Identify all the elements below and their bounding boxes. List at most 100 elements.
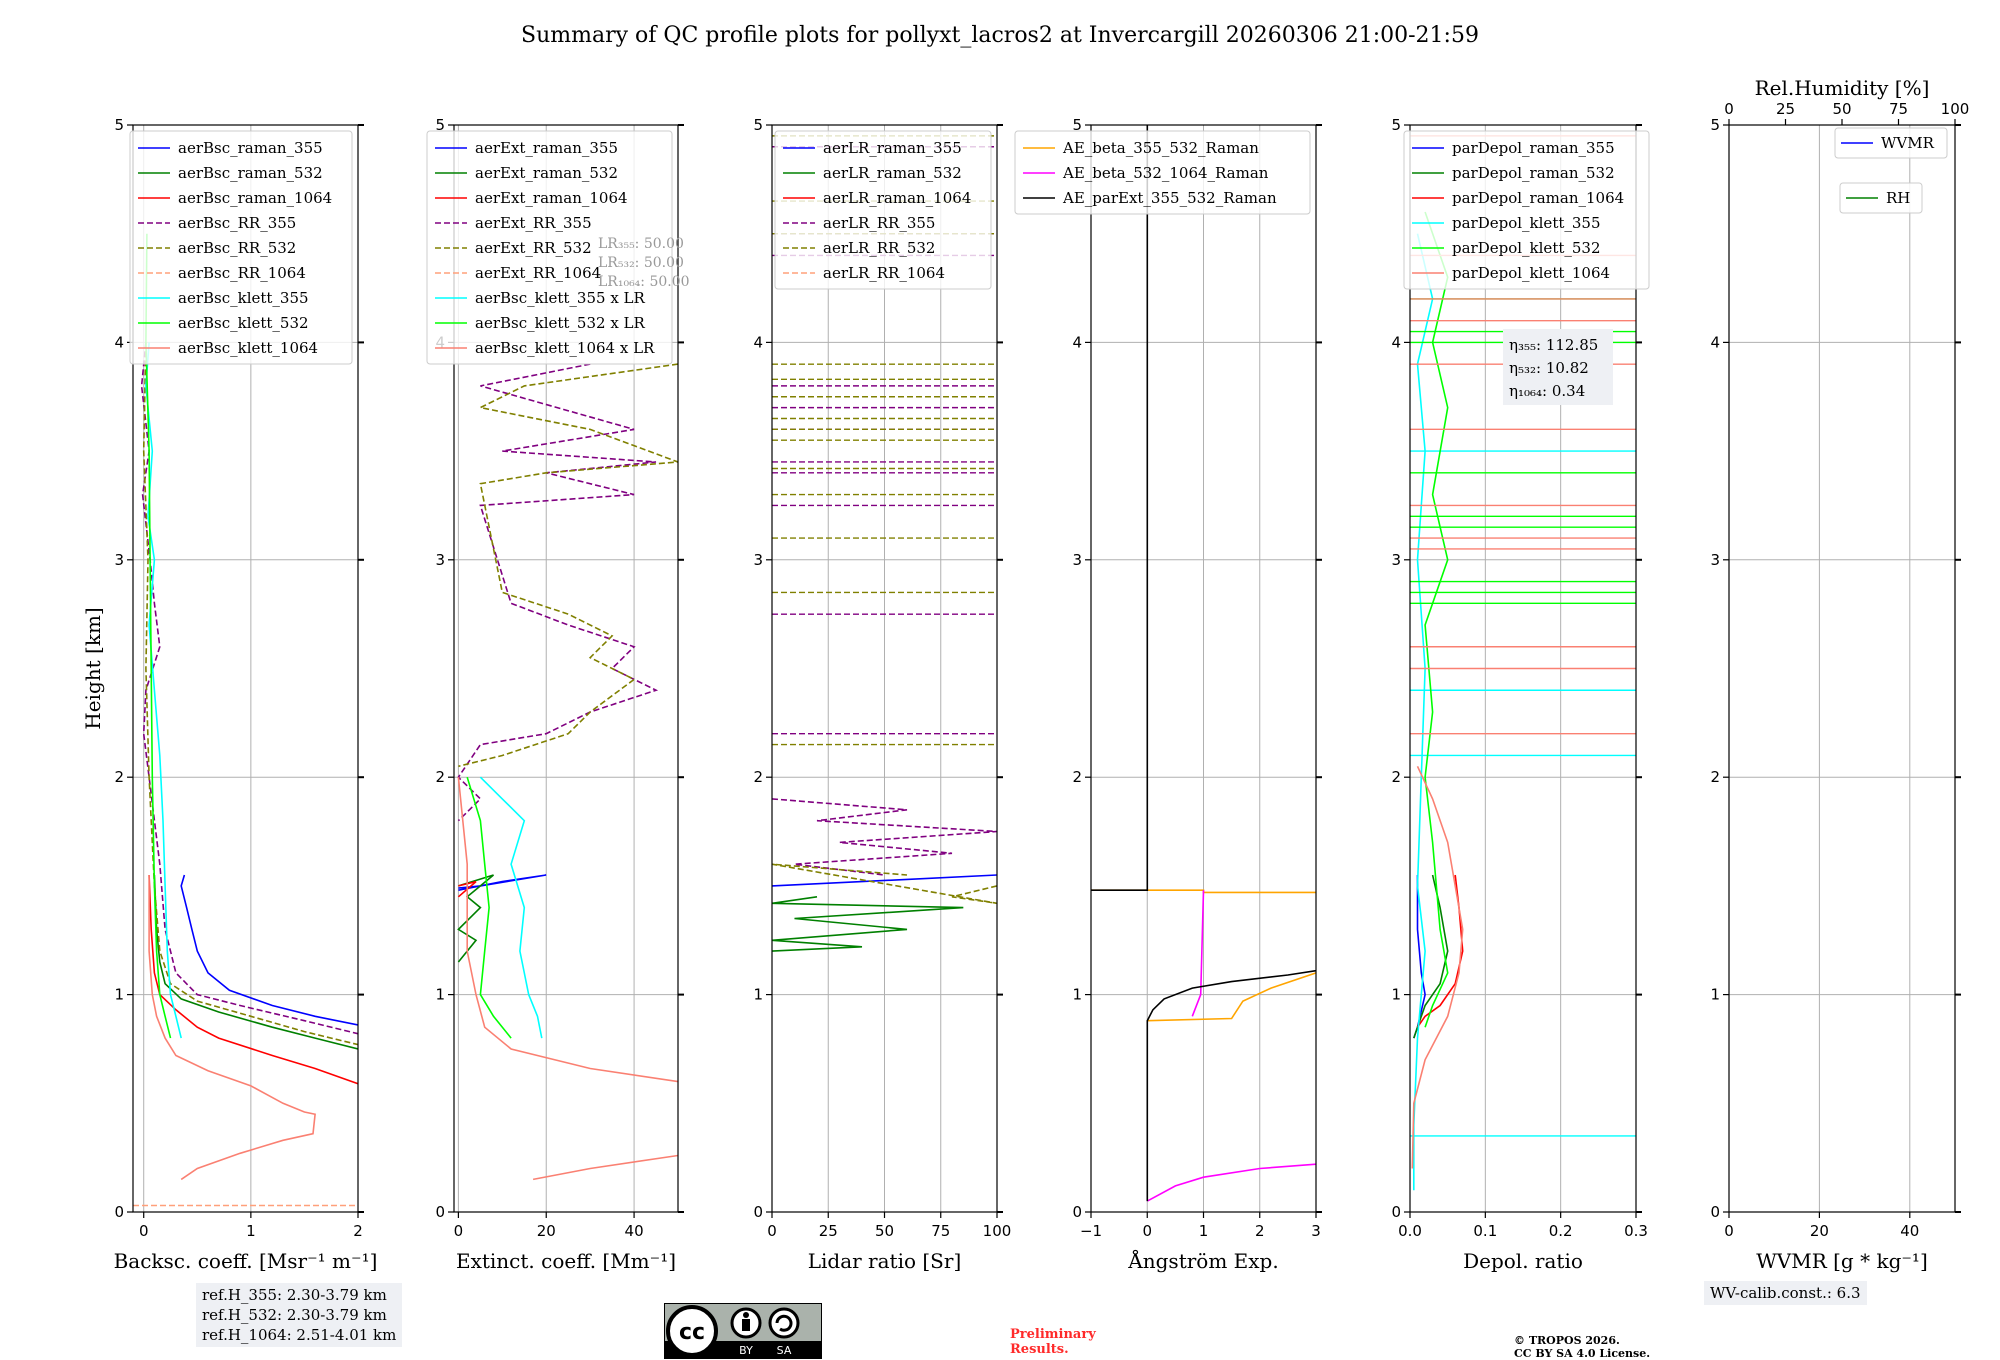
series-group xyxy=(457,363,678,1181)
legend-label: parDepol_raman_532 xyxy=(1452,164,1615,182)
series-aerext-rr-355 xyxy=(457,363,659,822)
refh-355: ref.H_355: 2.30-3.79 km xyxy=(202,1286,387,1304)
series-ae-beta-532-1064-raman xyxy=(1146,1163,1316,1202)
x-axis-label: Ångström Exp. xyxy=(1127,1248,1278,1273)
legend-label: aerExt_raman_532 xyxy=(475,164,618,182)
y-tick-label: 2 xyxy=(1710,768,1720,786)
legend-label: AE_beta_532_1064_Raman xyxy=(1062,164,1269,182)
y-tick-label: 5 xyxy=(1710,116,1720,134)
top-x-tick-label: 75 xyxy=(1889,100,1908,118)
refh-1064: ref.H_1064: 2.51-4.01 km xyxy=(202,1326,397,1344)
y-tick-label: 3 xyxy=(114,551,124,569)
lr-annotation: LR₅₃₂: 50.00 xyxy=(598,255,684,271)
y-tick-label: 0 xyxy=(1710,1203,1720,1221)
legend-label: aerExt_RR_532 xyxy=(475,239,592,257)
legend-label: aerBsc_klett_532 x LR xyxy=(475,314,646,332)
series-segment xyxy=(532,1154,678,1181)
x-tick-label: 0 xyxy=(1142,1222,1152,1240)
copyright-note: © TROPOS 2026. CC BY SA 4.0 License. xyxy=(1514,1334,1650,1360)
legend-label: RH xyxy=(1886,189,1910,207)
legend-label: parDepol_raman_355 xyxy=(1452,139,1615,157)
legend-label: aerBsc_raman_532 xyxy=(178,164,323,182)
legend-label: aerExt_raman_1064 xyxy=(475,189,628,207)
y-tick-label: 4 xyxy=(1072,333,1082,351)
y-tick-label: 4 xyxy=(1391,333,1401,351)
y-tick-label: 4 xyxy=(1710,333,1720,351)
y-tick-label: 1 xyxy=(1072,986,1082,1004)
svg-text:cc: cc xyxy=(679,1320,705,1345)
top-x-tick-label: 0 xyxy=(1724,100,1734,118)
y-tick-label: 2 xyxy=(753,768,763,786)
series-aerbsc-rr-532 xyxy=(142,342,358,1046)
x-tick-label: 20 xyxy=(1810,1222,1829,1240)
y-tick-label: 4 xyxy=(753,333,763,351)
panel-lr: 0 25 50 75 100 0 1 2 3 4 5 Lidar ratio [Sr] aerLR_ra… xyxy=(753,116,1011,1273)
refh-532: ref.H_532: 2.30-3.79 km xyxy=(202,1306,387,1324)
series-aerbsc-klett-532 xyxy=(145,233,172,1039)
cc-sa-label: SA xyxy=(777,1344,792,1357)
series-aerbsc-raman-532 xyxy=(153,874,358,1050)
panel-wv: 0 20 40 0 1 2 3 4 5 WVMR [g * kg⁻¹] 0 25 50 75 100 Rel.… xyxy=(1710,76,1969,1273)
x-axis-label: Extinct. coeff. [Mm⁻¹] xyxy=(456,1249,676,1273)
series-aerlr-rr-532 xyxy=(772,863,997,905)
series-ae-parext-355-532-raman xyxy=(1091,125,1149,891)
y-tick-label: 1 xyxy=(114,986,124,1004)
series-aerbsc-klett-1064-x-lr xyxy=(457,777,678,1083)
y-tick-label: 0 xyxy=(1072,1203,1082,1221)
legend-label: aerBsc_klett_355 x LR xyxy=(475,289,646,307)
legend-label: aerBsc_klett_1064 x LR xyxy=(475,339,655,357)
legend-label: aerBsc_raman_355 xyxy=(178,139,323,157)
x-tick-label: 50 xyxy=(875,1222,894,1240)
copyright-line-2: CC BY SA 4.0 License. xyxy=(1514,1347,1651,1360)
x-tick-label: 0.1 xyxy=(1473,1222,1497,1240)
y-tick-label: 3 xyxy=(1391,551,1401,569)
series-aerext-rr-532 xyxy=(458,363,678,768)
legend-label: parDepol_klett_355 xyxy=(1452,214,1601,232)
legend-label: aerLR_RR_532 xyxy=(823,239,935,257)
cc-by-label: BY xyxy=(739,1344,753,1357)
legend-label: aerExt_RR_1064 xyxy=(475,264,601,282)
axes-frame xyxy=(132,124,359,1213)
eta-box xyxy=(1503,329,1613,405)
series-group xyxy=(1410,135,1636,1191)
x-tick-label: 3 xyxy=(1311,1222,1321,1240)
eta-annotation: η₁₀₆₄: 0.34 xyxy=(1509,382,1585,400)
series-aerbsc-rr-355 xyxy=(140,342,358,1035)
series-aerext-raman-1064 xyxy=(457,880,477,898)
x-tick-label: 0.0 xyxy=(1398,1222,1422,1240)
legend-label: aerLR_raman_532 xyxy=(823,164,962,182)
preliminary-line-1: Preliminary xyxy=(1010,1327,1096,1342)
x-axis-label: Lidar ratio [Sr] xyxy=(808,1249,962,1273)
legend-label: parDepol_klett_532 xyxy=(1452,239,1601,257)
series-aerbsc-klett-532-x-lr xyxy=(466,776,512,1039)
series-aerext-raman-532 xyxy=(457,874,495,963)
legend-label: aerBsc_klett_1064 xyxy=(178,339,318,357)
y-tick-label: 0 xyxy=(1391,1203,1401,1221)
y-tick-label: 2 xyxy=(1391,768,1401,786)
x-tick-label: 0.2 xyxy=(1549,1222,1573,1240)
legend-label: parDepol_klett_1064 xyxy=(1452,264,1610,282)
y-tick-label: 3 xyxy=(435,551,445,569)
x-tick-label: 20 xyxy=(537,1222,556,1240)
legend-label: aerExt_RR_355 xyxy=(475,214,592,232)
y-tick-label: 5 xyxy=(753,116,763,134)
legend-box xyxy=(1839,182,1923,214)
x-tick-label: 0 xyxy=(1724,1222,1734,1240)
top-x-tick-label: 25 xyxy=(1776,100,1795,118)
series-aerext-raman-355 xyxy=(458,874,547,891)
legend-box xyxy=(129,130,353,365)
x-tick-label: 0 xyxy=(139,1222,149,1240)
y-tick-label: 5 xyxy=(1391,116,1401,134)
top-x-tick-label: 50 xyxy=(1832,100,1851,118)
lr-annotation: LR₃₅₅: 50.00 xyxy=(598,236,684,252)
preliminary-results-note: Preliminary Results. xyxy=(1010,1327,1096,1357)
legend-label: AE_parExt_355_532_Raman xyxy=(1062,189,1277,207)
copyright-line-1: © TROPOS 2026. xyxy=(1514,1334,1620,1347)
series-aerbsc-klett-1064 xyxy=(148,875,316,1181)
legend-label: aerBsc_raman_1064 xyxy=(178,189,332,207)
x-tick-label: 100 xyxy=(983,1222,1012,1240)
series-aerlr-raman-532 xyxy=(772,896,964,952)
series-aerbsc-klett-355 xyxy=(145,342,182,1039)
